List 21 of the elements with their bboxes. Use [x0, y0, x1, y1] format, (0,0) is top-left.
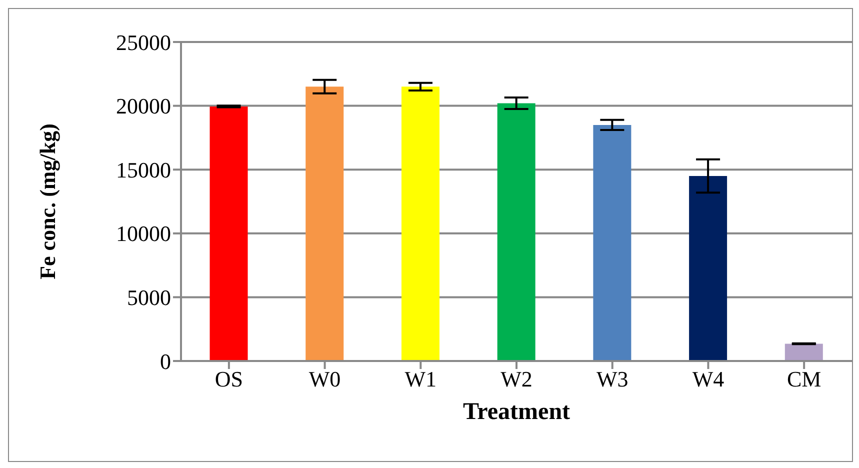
y-tick-label: 10000: [116, 221, 171, 246]
x-tick-label: W3: [596, 366, 628, 392]
y-axis-title: Fe conc. (mg/kg): [34, 124, 60, 280]
x-tick-label: W4: [692, 366, 724, 392]
y-tick-label: 25000: [116, 30, 171, 55]
bar: [593, 124, 632, 361]
x-tick-label: W1: [404, 366, 437, 392]
y-tick-label: 20000: [116, 94, 171, 119]
y-tick-label: 15000: [116, 157, 171, 182]
x-tick-label: W0: [308, 366, 341, 392]
y-tick-label: 0: [160, 348, 171, 374]
x-axis-title: Treatment: [462, 399, 570, 425]
bar: [401, 86, 440, 361]
bar: [306, 86, 344, 361]
bar: [210, 106, 248, 361]
bar: [497, 103, 536, 361]
bar: [689, 176, 728, 361]
x-tick-label: CM: [786, 366, 822, 392]
x-tick-label: W2: [500, 366, 532, 392]
x-tick-label: OS: [214, 366, 243, 392]
y-tick-label: 5000: [127, 285, 171, 310]
